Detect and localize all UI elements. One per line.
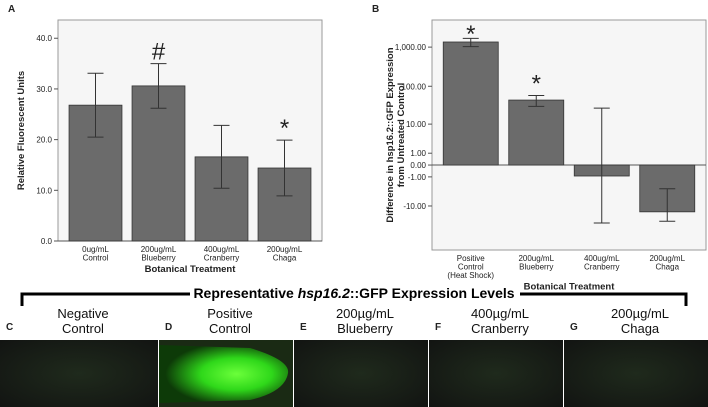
image-label-line: Chaga <box>621 321 660 336</box>
x-tick-label-line: Cranberry <box>204 254 240 263</box>
bar-annotation: * <box>532 70 541 97</box>
image-label: Positive Control <box>207 306 253 336</box>
y-tick-label: 10.00 <box>406 120 427 129</box>
y-tick-label: 40.0 <box>36 34 52 43</box>
x-tick-label-line: Blueberry <box>519 263 553 272</box>
error-bar <box>276 139 293 197</box>
x-axis-title: Botanical Treatment <box>145 264 237 275</box>
bar <box>508 99 565 166</box>
image-label-line: Cranberry <box>471 321 529 336</box>
panel-letter: D <box>165 322 172 333</box>
image-label: 200µg/mL Blueberry <box>336 306 394 336</box>
x-tick-label-line: 200ug/mL <box>267 245 303 254</box>
error-bar <box>528 94 545 107</box>
title-backdrop <box>190 284 520 302</box>
x-tick-label-line: Chaga <box>273 254 297 263</box>
error-bar <box>213 124 230 189</box>
panel-letter: C <box>6 322 13 333</box>
x-tick-label-line: Cranberry <box>584 263 620 272</box>
x-tick-label-line: 200ug/mL <box>649 254 685 263</box>
x-tick-label-line: 200ug/mL <box>141 245 177 254</box>
y-tick-label: 1.00 <box>410 149 426 158</box>
worm-image <box>429 340 563 407</box>
x-tick-label-line: Blueberry <box>141 254 175 263</box>
title-part: hsp16.2 <box>298 285 350 301</box>
image-label-line: Blueberry <box>337 321 393 336</box>
x-tick-label-line: Chaga <box>655 263 679 272</box>
x-tick-label-line: Control <box>458 263 484 272</box>
panel-letter: B <box>372 4 379 15</box>
y-tick-label: 30.0 <box>36 85 52 94</box>
error-bar <box>150 63 167 109</box>
y-axis-title-line: Difference in hsp16.2::GFP Expression <box>385 47 396 222</box>
x-tick-label: 200ug/mL Blueberry <box>518 254 554 272</box>
bar <box>131 85 186 242</box>
x-tick-label: 400ug/mL Cranberry <box>584 254 620 272</box>
bar-annotation: * <box>466 21 475 48</box>
image-label-line: Control <box>62 321 104 336</box>
bar-annotation: # <box>152 39 166 66</box>
y-tick-label: -1.00 <box>408 173 427 182</box>
image-label-line: Control <box>209 321 251 336</box>
error-bar <box>659 188 676 222</box>
y-tick-label: 0.00 <box>410 161 426 170</box>
x-tick-label: Positive Control (Heat Shock) <box>447 254 494 280</box>
image-label-line: 400µg/mL <box>471 306 529 321</box>
y-axis-title-line: from Untreated Control <box>396 83 407 188</box>
title-part: Representative <box>193 285 297 301</box>
image-label-line: 200µg/mL <box>611 306 669 321</box>
x-tick-label: 200ug/mL Chaga <box>267 245 303 263</box>
x-tick-label-line: 400ug/mL <box>204 245 240 254</box>
panel-letter: A <box>8 4 15 15</box>
worm-image <box>564 340 708 407</box>
y-tick-label: 0.0 <box>41 237 53 246</box>
y-axis-title: Difference in hsp16.2::GFP Expressionfro… <box>385 47 407 222</box>
panel-letter: F <box>435 322 441 333</box>
title-part: ::GFP Expression Levels <box>350 285 515 301</box>
error-bar <box>462 37 479 48</box>
image-label: 200µg/mL Chaga <box>611 306 669 336</box>
image-label-line: Negative <box>57 306 108 321</box>
x-tick-label-line: Control <box>83 254 109 263</box>
image-label-line: 200µg/mL <box>336 306 394 321</box>
panel-letter: G <box>570 322 578 333</box>
error-bar <box>593 107 610 224</box>
y-axis-title-line: Relative Fluorescent Units <box>16 71 27 190</box>
x-tick-label-line: 400ug/mL <box>584 254 620 263</box>
gfp-signal <box>159 345 289 403</box>
x-tick-label: 0ug/mL Control <box>82 245 109 263</box>
bar-annotation: * <box>280 115 289 142</box>
x-tick-label: 200ug/mL Blueberry <box>141 245 177 263</box>
x-tick-label-line: 200ug/mL <box>518 254 554 263</box>
y-tick-label: 100.00 <box>402 82 427 91</box>
image-label: Negative Control <box>57 306 108 336</box>
x-tick-label-line: 0ug/mL <box>82 245 109 254</box>
y-tick-label: -10.00 <box>403 202 426 211</box>
error-bar <box>87 72 104 138</box>
worm-image <box>294 340 428 407</box>
x-axis-title: Botanical Treatment <box>524 282 616 293</box>
panel-letter: E <box>300 322 307 333</box>
worm-image <box>0 340 158 407</box>
image-label-line: Positive <box>207 306 253 321</box>
x-tick-label-line: (Heat Shock) <box>447 271 494 280</box>
bar <box>442 41 499 166</box>
y-tick-label: 20.0 <box>36 136 52 145</box>
image-label: 400µg/mL Cranberry <box>471 306 529 336</box>
y-tick-label: 1,000.00 <box>395 43 427 52</box>
x-tick-label-line: Positive <box>457 254 486 263</box>
y-tick-label: 10.0 <box>36 186 52 195</box>
y-axis-title: Relative Fluorescent Units <box>16 71 27 190</box>
x-tick-label: 200ug/mL Chaga <box>649 254 685 272</box>
image-panel-title: Representative hsp16.2::GFP Expression L… <box>193 285 514 301</box>
x-tick-label: 400ug/mL Cranberry <box>204 245 240 263</box>
